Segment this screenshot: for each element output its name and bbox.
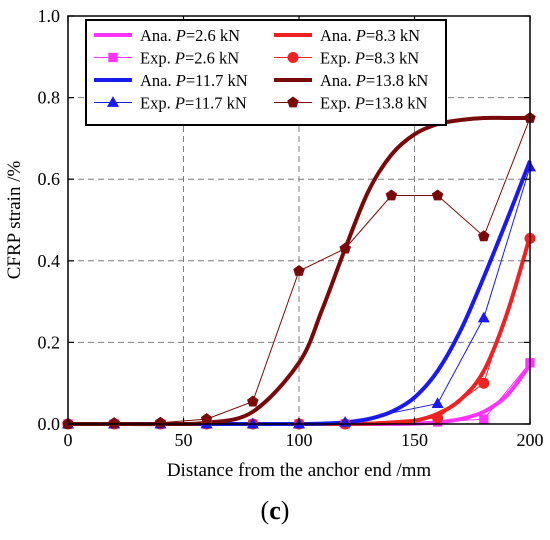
data-point <box>479 414 489 424</box>
legend-label: Ana. P=11.7 kN <box>140 71 248 90</box>
x-tick-label: 100 <box>286 430 313 450</box>
y-tick-label: 0.8 <box>38 88 61 108</box>
data-point <box>385 189 398 201</box>
y-tick-label: 1.0 <box>38 6 61 26</box>
legend: Ana. P=2.6 kN Ana. P=8.3 kN Exp. P=2.6 kN E… <box>85 19 447 126</box>
data-point <box>431 189 444 201</box>
legend-marker <box>106 96 120 107</box>
axis-ticks: 0 50 100 150 200 0.0 0.2 0.4 0.6 0.8 1.0 <box>38 6 544 450</box>
legend-label: Ana. P=2.6 kN <box>140 26 240 45</box>
legend-label: Exp. P=13.8 kN <box>320 94 427 113</box>
y-axis-label: CFRP strain /% <box>4 161 25 280</box>
x-tick-label: 50 <box>175 430 193 450</box>
y-tick-label: 0.2 <box>38 332 61 352</box>
panel-label-open: ( <box>260 496 270 525</box>
data-point <box>431 397 444 408</box>
legend-label: Exp. P=2.6 kN <box>140 49 239 68</box>
panel-label-letter: c <box>269 496 281 525</box>
y-tick-label: 0.0 <box>38 414 61 434</box>
data-point <box>108 417 120 429</box>
x-tick-label: 0 <box>64 430 73 450</box>
x-tick-label: 150 <box>401 430 428 450</box>
x-tick-label: 200 <box>517 430 544 450</box>
data-point <box>200 413 213 424</box>
legend-box <box>85 19 447 126</box>
y-tick-label: 0.6 <box>38 169 61 189</box>
data-point <box>293 264 305 276</box>
data-point <box>478 377 490 389</box>
legend-label: Exp. P=8.3 kN <box>320 49 419 68</box>
data-point <box>154 416 167 428</box>
legend-marker <box>287 96 299 108</box>
data-point <box>339 242 351 254</box>
legend-marker <box>108 52 118 63</box>
legend-label: Exp. P=11.7 kN <box>140 94 247 113</box>
y-tick-label: 0.4 <box>38 251 61 271</box>
panel-label: (c) <box>0 496 550 526</box>
x-axis-label: Distance from the anchor end /mm <box>167 460 432 481</box>
data-point <box>432 412 444 424</box>
series-line-exp <box>68 166 531 425</box>
data-point <box>247 395 259 407</box>
legend-label: Ana. P=13.8 kN <box>320 71 428 90</box>
panel-label-close: ) <box>280 496 290 525</box>
series-line-ana <box>68 363 532 427</box>
data-point <box>246 417 259 429</box>
legend-label: Ana. P=8.3 kN <box>320 26 420 45</box>
data-point <box>478 230 490 242</box>
legend-marker <box>287 52 299 63</box>
data-point <box>477 311 490 323</box>
